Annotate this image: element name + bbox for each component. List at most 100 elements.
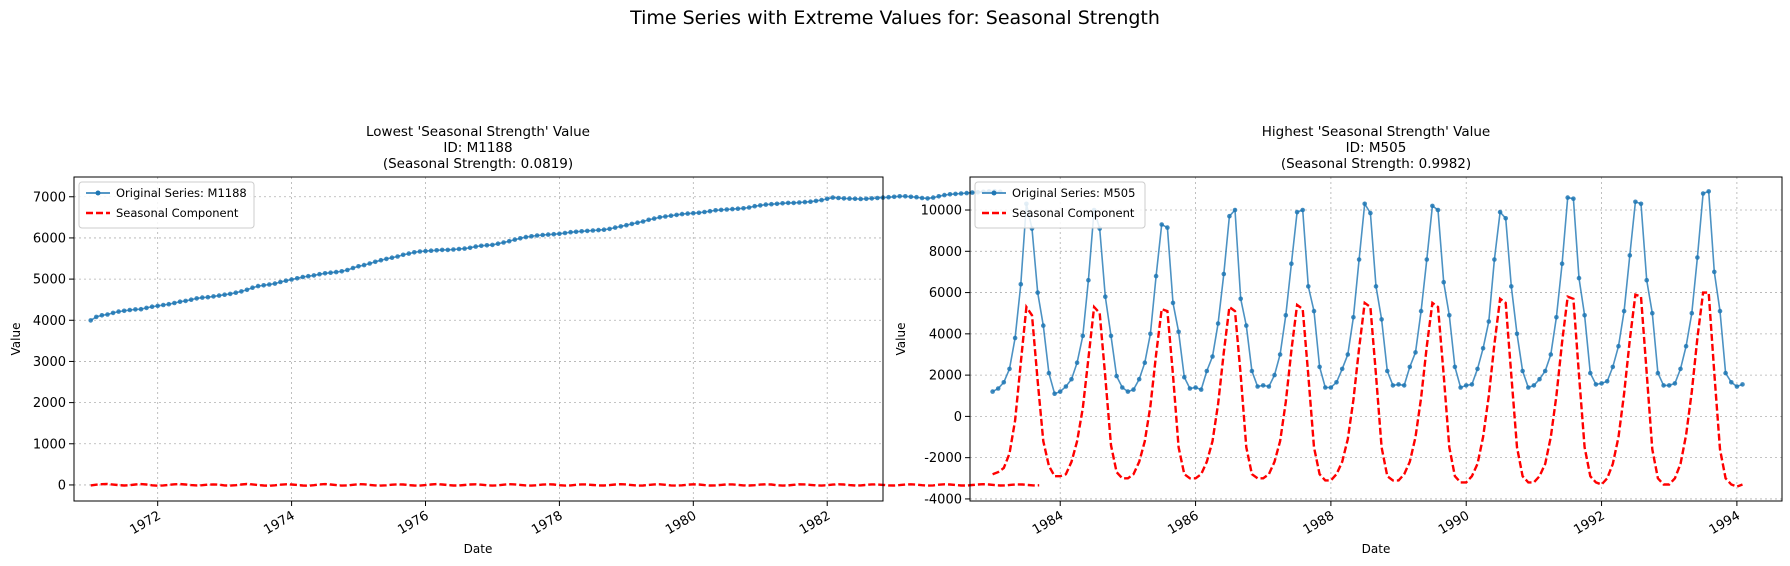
left-chart-original-series-point — [791, 200, 796, 206]
right-chart-original-series-point — [1260, 383, 1266, 388]
left-chart-original-series-point — [730, 206, 735, 212]
left-chart-y-tick-label: 1000 — [33, 437, 66, 452]
left-chart-legend-seasonal-label: Seasonal Component — [116, 206, 239, 220]
left-chart-original-series-point — [596, 227, 601, 233]
right-chart-original-series-point — [1035, 290, 1040, 295]
left-chart-original-series-point — [847, 196, 852, 201]
right-chart-original-series-point — [995, 386, 1001, 391]
right-chart-original-series-point — [1666, 383, 1672, 388]
left-chart-original-series-point — [741, 206, 746, 211]
right-chart-original-series-point — [1396, 382, 1401, 387]
right-chart-original-series-point — [1683, 343, 1689, 349]
left-chart-original-series-point — [590, 228, 596, 233]
right-chart-x-axis-label: Date — [1362, 542, 1391, 556]
left-chart-plot-frame — [73, 176, 884, 502]
left-chart-seasonal-component-line — [90, 482, 1040, 487]
right-chart-original-series-point — [1339, 366, 1345, 372]
left-chart-grid — [74, 177, 883, 501]
left-chart-x-axis-label: Date — [464, 542, 493, 556]
left-chart-original-series-point — [640, 219, 646, 224]
left-chart-legend: Original Series: M1188 Seasonal Componen… — [78, 181, 255, 229]
right-chart-original-series-point — [1187, 386, 1193, 391]
left-chart-original-series-point — [651, 216, 657, 221]
right-chart-original-series-point — [1559, 261, 1565, 267]
right-chart-original-series-point — [1001, 380, 1007, 385]
right-chart-original-series-point — [1627, 253, 1633, 258]
right-chart-original-series-point — [1328, 385, 1334, 390]
left-chart-x-tick-label: 1974 — [261, 508, 297, 538]
left-chart-original-series-point — [942, 192, 947, 198]
right-chart-original-series-point — [1390, 383, 1396, 388]
right-chart-original-series-point — [1041, 323, 1046, 328]
right-chart-original-series-point — [1723, 370, 1728, 376]
right-chart-original-series-point — [1588, 370, 1593, 376]
right-chart-original-series-point — [1441, 279, 1446, 285]
left-chart-original-series-point — [585, 228, 590, 234]
left-chart-original-series-point — [278, 279, 283, 285]
right-chart-panel: Highest 'Seasonal Strength' Value ID: M5… — [894, 124, 1783, 556]
left-chart-original-series-point — [161, 302, 166, 308]
left-chart-original-series-point — [936, 194, 942, 199]
left-chart-original-series-point — [864, 196, 869, 202]
left-chart-original-series-point — [568, 229, 573, 235]
left-chart-original-series-point — [345, 267, 350, 273]
left-chart-original-series-point — [188, 297, 194, 303]
left-chart-original-series-point — [758, 203, 763, 208]
left-chart-legend-original-marker — [95, 190, 101, 196]
right-chart-original-series-point — [1413, 350, 1418, 355]
left-chart-original-series-point — [239, 289, 244, 294]
right-chart-x-tick-label: 1988 — [1301, 508, 1337, 538]
right-chart-original-series-point — [1700, 191, 1706, 196]
right-chart-original-series-point — [1565, 195, 1570, 200]
left-chart-original-series-point — [573, 229, 579, 235]
left-chart-original-series-point — [529, 234, 534, 239]
left-chart-original-series-point — [479, 243, 484, 249]
left-chart-original-series-point — [707, 208, 713, 214]
left-chart-original-series-point — [930, 195, 936, 200]
left-chart-x-tick-label: 1980 — [663, 508, 699, 538]
left-chart-original-series-point — [473, 244, 479, 249]
right-chart-original-series-point — [1108, 333, 1114, 339]
right-chart-original-series-point — [1300, 207, 1305, 213]
left-chart-original-series-point — [149, 304, 155, 310]
left-chart-original-series-point — [752, 203, 757, 209]
left-chart-original-series-point — [467, 245, 473, 251]
right-chart-original-series-point — [1294, 209, 1300, 215]
right-chart-original-series-point — [1661, 383, 1666, 388]
left-chart-original-series-point — [105, 312, 110, 317]
right-chart-y-tick-label: 0 — [954, 410, 962, 425]
left-chart-original-series-point — [607, 226, 612, 232]
left-chart-original-series-point — [110, 310, 116, 316]
left-chart-original-series-point — [133, 307, 138, 312]
left-chart-y-axis-label: Value — [9, 323, 23, 356]
right-chart-original-series-point — [1621, 308, 1627, 314]
left-chart-original-series-point — [618, 224, 624, 229]
right-chart-original-series-point — [1424, 257, 1430, 262]
right-chart-original-series-point — [1531, 383, 1537, 388]
right-chart-original-series-point — [1740, 382, 1745, 387]
left-chart-original-series-point — [317, 271, 322, 277]
right-chart-original-series-point — [1351, 315, 1356, 320]
left-chart-original-series-point — [333, 269, 339, 275]
right-chart-original-series-point — [1582, 313, 1587, 318]
right-chart-original-series-point — [1486, 319, 1492, 324]
right-chart-original-series-point — [1452, 364, 1458, 370]
left-chart-original-series-point — [841, 196, 847, 201]
left-chart-original-series-point — [88, 318, 93, 323]
right-chart-original-series-point — [1463, 383, 1469, 388]
left-chart-original-series-point — [389, 255, 395, 260]
right-chart-original-series-point — [1689, 310, 1695, 316]
left-chart-original-series-point — [713, 208, 718, 213]
right-chart-original-series-point — [1362, 201, 1367, 207]
left-chart-original-series-point — [875, 195, 880, 201]
right-chart-original-series-point — [1576, 275, 1582, 281]
right-chart-original-series-point — [1086, 277, 1091, 283]
right-chart-original-series-point — [1706, 189, 1711, 194]
right-chart-x-tick-label: 1992 — [1571, 508, 1607, 538]
right-chart-original-series-point — [1125, 389, 1131, 394]
right-chart-original-series-point — [1210, 354, 1215, 359]
left-chart-original-series-point — [439, 247, 445, 253]
right-chart-original-series-point — [1227, 213, 1232, 219]
right-chart-original-series-point — [1514, 331, 1520, 337]
left-chart-original-series-point — [506, 238, 512, 244]
